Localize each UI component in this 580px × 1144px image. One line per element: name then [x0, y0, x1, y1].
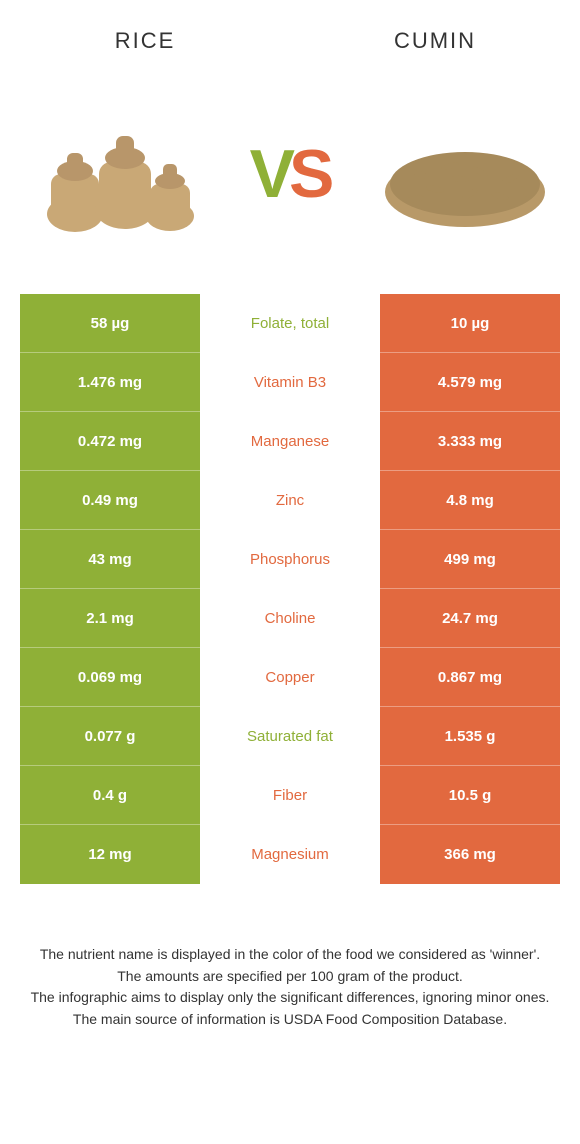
vs-v: V [250, 135, 291, 213]
table-row: 43 mgPhosphorus499 mg [20, 530, 560, 589]
cell-right-value: 3.333 mg [380, 412, 560, 471]
footnote-line: The infographic aims to display only the… [20, 987, 560, 1009]
table-row: 0.4 gFiber10.5 g [20, 766, 560, 825]
cell-left-value: 0.077 g [20, 707, 200, 766]
cell-right-value: 10.5 g [380, 766, 560, 825]
table-row: 1.476 mgVitamin B34.579 mg [20, 353, 560, 412]
cell-nutrient-name: Saturated fat [200, 707, 380, 766]
cumin-image [370, 114, 550, 234]
cell-right-value: 1.535 g [380, 707, 560, 766]
table-row: 58 µgFolate, total10 µg [20, 294, 560, 353]
header-left-title: RICE [0, 28, 290, 54]
table-row: 0.49 mgZinc4.8 mg [20, 471, 560, 530]
cell-right-value: 10 µg [380, 294, 560, 353]
cell-right-value: 24.7 mg [380, 589, 560, 648]
cell-right-value: 499 mg [380, 530, 560, 589]
cell-nutrient-name: Magnesium [200, 825, 380, 884]
cell-right-value: 0.867 mg [380, 648, 560, 707]
cell-left-value: 2.1 mg [20, 589, 200, 648]
header-row: RICE CUMIN [0, 0, 580, 64]
header-right-title: CUMIN [290, 28, 580, 54]
cell-right-value: 4.579 mg [380, 353, 560, 412]
cell-right-value: 4.8 mg [380, 471, 560, 530]
cell-nutrient-name: Copper [200, 648, 380, 707]
cell-nutrient-name: Folate, total [200, 294, 380, 353]
cell-left-value: 0.069 mg [20, 648, 200, 707]
cell-nutrient-name: Choline [200, 589, 380, 648]
cell-nutrient-name: Manganese [200, 412, 380, 471]
nutrient-table: 58 µgFolate, total10 µg1.476 mgVitamin B… [20, 294, 560, 884]
vs-s: S [289, 135, 330, 213]
table-row: 0.077 gSaturated fat1.535 g [20, 707, 560, 766]
vs-label: VS [250, 135, 331, 213]
cell-nutrient-name: Fiber [200, 766, 380, 825]
footnote-line: The nutrient name is displayed in the co… [20, 944, 560, 966]
cell-left-value: 43 mg [20, 530, 200, 589]
cell-left-value: 0.472 mg [20, 412, 200, 471]
table-row: 0.069 mgCopper0.867 mg [20, 648, 560, 707]
cell-left-value: 0.49 mg [20, 471, 200, 530]
table-row: 12 mgMagnesium366 mg [20, 825, 560, 884]
cell-right-value: 366 mg [380, 825, 560, 884]
footnote-line: The main source of information is USDA F… [20, 1009, 560, 1031]
cell-nutrient-name: Vitamin B3 [200, 353, 380, 412]
footnote-line: The amounts are specified per 100 gram o… [20, 966, 560, 988]
cell-left-value: 58 µg [20, 294, 200, 353]
table-row: 0.472 mgManganese3.333 mg [20, 412, 560, 471]
cell-left-value: 0.4 g [20, 766, 200, 825]
cell-nutrient-name: Zinc [200, 471, 380, 530]
cell-left-value: 1.476 mg [20, 353, 200, 412]
rice-image [30, 114, 210, 234]
cell-left-value: 12 mg [20, 825, 200, 884]
footnotes: The nutrient name is displayed in the co… [0, 884, 580, 1031]
cell-nutrient-name: Phosphorus [200, 530, 380, 589]
table-row: 2.1 mgCholine24.7 mg [20, 589, 560, 648]
hero-row: VS [0, 64, 580, 294]
